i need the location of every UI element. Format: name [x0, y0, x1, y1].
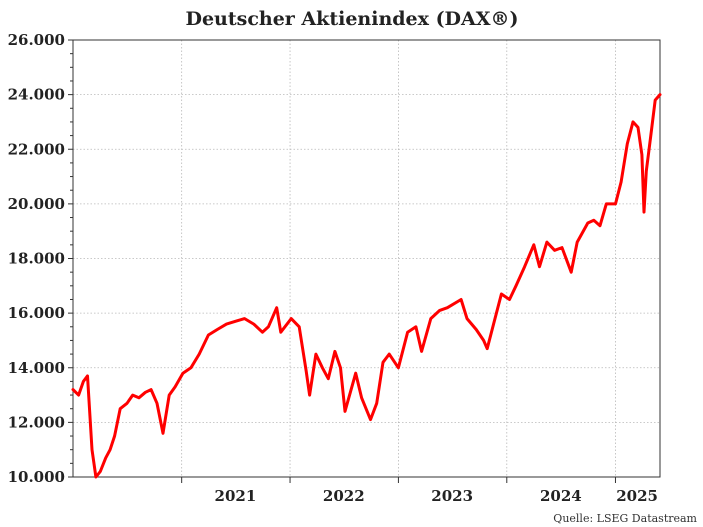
- y-tick-label: 16.000: [8, 304, 65, 322]
- y-tick-label: 10.000: [8, 468, 65, 486]
- x-tick-label: 2024: [540, 487, 582, 505]
- y-tick-label: 24.000: [8, 86, 65, 104]
- x-tick-label: 2025: [616, 487, 658, 505]
- y-tick-label: 18.000: [8, 250, 65, 268]
- source-note: Quelle: LSEG Datastream: [553, 512, 697, 525]
- series-layer: [71, 93, 662, 479]
- chart-title: Deutscher Aktienindex (DAX®): [185, 8, 518, 30]
- y-tick-label: 14.000: [8, 359, 65, 377]
- y-tick-label: 12.000: [8, 413, 65, 431]
- axis-ticks: 10.000 12.000 14.000 16.000 18.000 20.000 22.0…: [8, 31, 658, 505]
- y-tick-label: 20.000: [8, 195, 65, 213]
- y-tick-label: 22.000: [8, 140, 65, 158]
- grid-layer: [73, 40, 660, 477]
- dax-series-line: [71, 93, 662, 479]
- x-tick-label: 2021: [215, 487, 257, 505]
- y-tick-label: 26.000: [8, 31, 65, 49]
- x-tick-label: 2022: [323, 487, 365, 505]
- x-tick-label: 2023: [431, 487, 473, 505]
